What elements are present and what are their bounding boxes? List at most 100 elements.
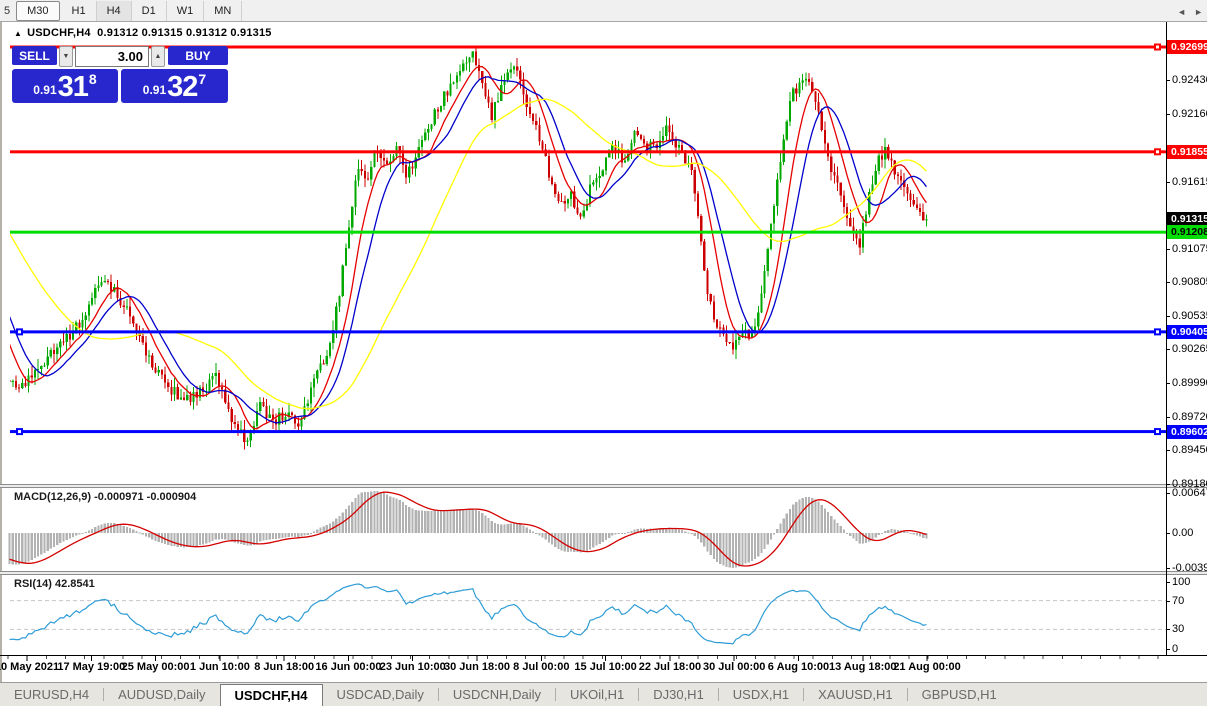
moving-average-15 — [10, 76, 927, 424]
tab-dj30-h1[interactable]: DJ30,H1 — [653, 687, 704, 702]
level-line-0.89602[interactable] — [10, 430, 1166, 434]
horizontal-level-lines — [10, 43, 1166, 436]
tab-separator — [638, 688, 640, 701]
sell-price-big-digits: 31 — [57, 71, 89, 103]
indicator-axis-label: 100 — [1172, 576, 1191, 588]
price-axis-label: 0.90805 — [1172, 276, 1207, 289]
buy-price-display[interactable]: 0.91 32 7 — [121, 69, 228, 103]
collapse-icon[interactable]: ▲ — [14, 29, 23, 38]
price-axis-label: 0.91615 — [1172, 175, 1207, 188]
indicator-axis-label: 0 — [1172, 643, 1179, 655]
tab-xauusd-h1[interactable]: XAUUSD,H1 — [818, 687, 893, 702]
indicator-axis-label: 0.00647 — [1172, 487, 1207, 499]
time-axis-label: 13 Aug 18:00 — [829, 661, 897, 673]
time-axis-label: 6 Aug 10:00 — [767, 661, 830, 673]
buy-price-big-digits: 32 — [167, 71, 198, 103]
moving-average-9 — [10, 66, 927, 430]
timeframe-toolbar: 5 M30 H1 H4 D1 W1 MN — [0, 0, 1207, 22]
time-axis-label: 30 Jul 00:00 — [703, 661, 766, 673]
volume-input[interactable] — [75, 46, 149, 67]
sell-button[interactable]: SELL — [12, 46, 57, 67]
buy-button[interactable]: BUY — [168, 46, 228, 67]
tab-scroll-controls: ◄ ► — [1177, 0, 1203, 24]
time-axis-label: 30 Jun 18:00 — [443, 661, 511, 673]
symbol-period-label: USDCHF,H4 — [27, 27, 91, 39]
volume-increase-button[interactable]: ▲ — [151, 46, 165, 67]
timeframe-button-M30[interactable]: M30 — [16, 0, 60, 21]
time-axis-label: 25 May 00:00 — [121, 661, 190, 673]
tab-separator — [103, 688, 105, 701]
price-axis-border — [1166, 22, 1167, 655]
tab-usdchf-h4[interactable]: USDCHF,H4 — [219, 684, 323, 706]
tab-audusd-daily[interactable]: AUDUSD,Daily — [118, 687, 206, 702]
timeframe-button-H1[interactable]: H1 — [62, 0, 97, 21]
time-axis-label: 15 Jul 10:00 — [574, 661, 637, 673]
price-level-badge-blue: 0.89602 — [1167, 424, 1207, 439]
time-axis-label: 8 Jul 00:00 — [513, 661, 570, 673]
ohlc-values: 0.91312 0.91315 0.91312 0.91315 — [97, 27, 272, 39]
level-line-0.90405[interactable] — [10, 330, 1166, 334]
tab-separator — [717, 688, 719, 701]
buy-price-pip-digit: 7 — [198, 71, 207, 87]
volume-decrease-button[interactable]: ▼ — [59, 46, 73, 67]
time-axis-label: 23 Jun 10:00 — [379, 661, 446, 673]
tab-usdcnh-daily[interactable]: USDCNH,Daily — [452, 687, 542, 702]
tab-separator — [555, 688, 557, 701]
tab-separator — [437, 688, 439, 701]
timeframe-button-W1[interactable]: W1 — [167, 0, 205, 21]
sell-price-display[interactable]: 0.91 31 8 — [12, 69, 118, 103]
rsi-line — [9, 583, 927, 645]
panel-separator-rsi[interactable] — [0, 571, 1207, 575]
tab-usdcad-daily[interactable]: USDCAD,Daily — [336, 687, 424, 702]
time-axis-label: 16 Jun 00:00 — [315, 661, 382, 673]
tab-eurusd-h4[interactable]: EURUSD,H4 — [14, 687, 90, 702]
level-line-0.91855[interactable] — [10, 150, 1166, 154]
price-level-badge-red: 0.92699 — [1167, 40, 1207, 54]
price-level-badge-green: 0.91208 — [1167, 225, 1207, 240]
macd-signal-line — [9, 491, 927, 567]
sell-price-pip-digit: 8 — [88, 71, 97, 87]
chart-title: ▲ USDCHF,H4 0.91312 0.91315 0.91312 0.913… — [14, 27, 272, 39]
tab-scroll-left-icon[interactable]: ◄ — [1177, 7, 1187, 17]
sell-price-prefix: 0.91 — [33, 83, 57, 97]
timeframe-button-D1[interactable]: D1 — [132, 0, 167, 21]
price-axis-label: 0.90535 — [1172, 309, 1207, 322]
rsi-level-lines — [10, 600, 1166, 630]
indicator-axis-label: 30 — [1172, 623, 1185, 636]
panel-separator-macd[interactable] — [0, 484, 1207, 488]
price-axis-label: 0.90265 — [1172, 343, 1207, 356]
time-axis-label: 8 Jun 18:00 — [254, 661, 315, 673]
tab-usdx-h1[interactable]: USDX,H1 — [732, 687, 790, 702]
time-axis-label: 10 May 2021 — [0, 661, 60, 673]
price-level-badge-blue: 0.90405 — [1167, 324, 1207, 339]
timeframe-button-5[interactable]: 5 — [4, 4, 11, 17]
tab-gbpusd-h1[interactable]: GBPUSD,H1 — [921, 687, 997, 702]
time-axis-border — [0, 655, 1207, 656]
tab-separator — [906, 688, 908, 701]
tab-ukoil-h1[interactable]: UKOil,H1 — [570, 687, 625, 702]
price-axis-label: 0.91075 — [1172, 242, 1207, 255]
level-line-0.92699[interactable] — [10, 45, 1166, 49]
time-axis-label: 1 Jun 10:00 — [189, 661, 250, 673]
timeframe-button-H4[interactable]: H4 — [96, 0, 132, 21]
level-line-0.91208[interactable] — [10, 230, 1166, 234]
time-axis-label: 17 May 19:00 — [57, 661, 126, 673]
tab-scroll-right-icon[interactable]: ► — [1194, 7, 1203, 17]
symbol-tab-bar: EURUSD,H4 AUDUSD,Daily USDCHF,H4 USDCAD,Dai… — [0, 682, 1207, 706]
one-click-trade-panel: SELL ▼ ▲ BUY 0.91 31 8 0.91 32 7 — [12, 46, 228, 103]
price-level-badge-black: 0.91315 — [1167, 211, 1207, 226]
timeframe-button-MN[interactable]: MN — [204, 0, 243, 21]
rsi-label: RSI(14) 42.8541 — [14, 578, 95, 590]
candles — [10, 46, 928, 450]
indicator-axis-label: 70 — [1172, 594, 1185, 607]
macd-histogram — [8, 491, 928, 568]
time-axis-ticks — [7, 656, 1159, 661]
